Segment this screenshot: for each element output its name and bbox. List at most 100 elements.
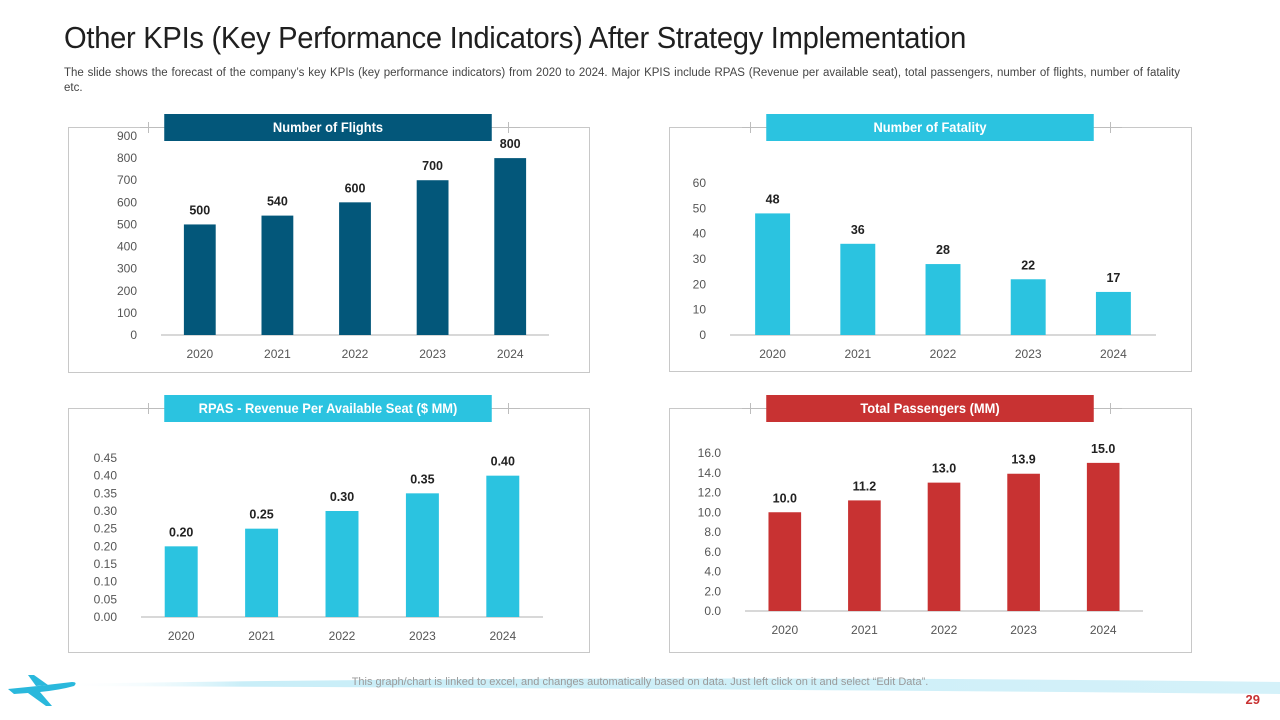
footer-swoosh xyxy=(8,675,1280,706)
rpas-chart-title: RPAS - Revenue Per Available Seat ($ MM) xyxy=(164,395,492,422)
bar-2021[interactable] xyxy=(245,528,279,617)
data-label: 0.35 xyxy=(410,472,434,486)
y-tick-label: 0.10 xyxy=(94,575,118,589)
bar-2024[interactable] xyxy=(494,158,527,335)
flights-title-ribbon: Number of Flights xyxy=(140,114,520,141)
x-tick-label: 2021 xyxy=(264,347,291,361)
x-tick-label: 2023 xyxy=(1015,347,1042,361)
x-tick-label: 2021 xyxy=(844,347,871,361)
data-label: 0.40 xyxy=(491,455,515,469)
y-tick-label: 14.0 xyxy=(698,466,722,480)
y-tick-label: 100 xyxy=(117,306,137,320)
y-tick-label: 700 xyxy=(117,173,137,187)
bar-2020[interactable] xyxy=(164,546,198,617)
bar-2024[interactable] xyxy=(1086,462,1120,611)
bar-2022[interactable] xyxy=(927,482,961,611)
data-label: 22 xyxy=(1021,258,1035,272)
y-tick-label: 0 xyxy=(130,328,137,342)
y-tick-label: 4.0 xyxy=(704,565,721,579)
y-tick-label: 0.05 xyxy=(94,592,118,606)
x-tick-label: 2024 xyxy=(497,347,524,361)
y-tick-label: 60 xyxy=(693,176,707,190)
y-tick-label: 0.0 xyxy=(704,604,721,618)
y-tick-label: 0.35 xyxy=(94,486,118,500)
bar-2023[interactable] xyxy=(1007,473,1040,611)
bar-2023[interactable] xyxy=(405,493,439,617)
bar-2023[interactable] xyxy=(1010,279,1046,335)
flights-chart-panel[interactable]: 0 100 200 300 400 500 600 700 800 900 500 2020 540 20… xyxy=(68,127,590,373)
fatality-chart: 0 10 20 30 40 50 60 48 2020 36 2021 28 2022 22 2023 17 2… xyxy=(693,176,1156,361)
x-tick-label: 2020 xyxy=(186,347,213,361)
fatality-chart-panel[interactable]: 0 10 20 30 40 50 60 48 2020 36 2021 28 2022 22 2023 17 2… xyxy=(669,127,1192,372)
rpas-title-ribbon: RPAS - Revenue Per Available Seat ($ MM) xyxy=(140,395,520,422)
y-tick-label: 0.40 xyxy=(94,469,118,483)
rpas-chart-panel[interactable]: 0.00 0.05 0.10 0.15 0.20 0.25 0.30 0.35 0.40 0.45… xyxy=(68,408,590,653)
y-tick-label: 2.0 xyxy=(704,584,721,598)
y-tick-label: 200 xyxy=(117,284,137,298)
passengers-chart-panel[interactable]: 0.0 2.0 4.0 6.0 8.0 10.0 12.0 14.0 16.0 10.0 2020 1… xyxy=(669,408,1192,653)
data-label: 600 xyxy=(345,181,366,195)
passengers-chart-title: Total Passengers (MM) xyxy=(766,395,1094,422)
fatality-title-ribbon: Number of Fatality xyxy=(742,114,1122,141)
page-number: 29 xyxy=(1245,692,1260,707)
x-tick-label: 2020 xyxy=(771,623,798,637)
fatality-chart-title: Number of Fatality xyxy=(766,114,1094,141)
y-tick-label: 0.20 xyxy=(94,539,118,553)
y-tick-label: 8.0 xyxy=(704,525,721,539)
y-tick-label: 6.0 xyxy=(704,545,721,559)
y-tick-label: 400 xyxy=(117,240,137,254)
flights-chart-title: Number of Flights xyxy=(164,114,492,141)
y-tick-label: 30 xyxy=(693,252,707,266)
y-tick-label: 800 xyxy=(117,151,137,165)
bar-2020[interactable] xyxy=(183,224,216,335)
y-tick-label: 0 xyxy=(699,328,706,342)
bar-2024[interactable] xyxy=(486,475,520,617)
y-tick-label: 900 xyxy=(117,129,137,143)
data-label: 0.20 xyxy=(169,525,193,539)
x-tick-label: 2023 xyxy=(1010,623,1037,637)
bar-2020[interactable] xyxy=(755,213,791,335)
data-label: 500 xyxy=(189,203,210,217)
x-tick-label: 2023 xyxy=(419,347,446,361)
data-label: 28 xyxy=(936,243,950,257)
data-label: 0.25 xyxy=(249,508,273,522)
passengers-chart: 0.0 2.0 4.0 6.0 8.0 10.0 12.0 14.0 16.0 10.0 2020 1… xyxy=(698,442,1143,637)
data-label: 13.0 xyxy=(932,462,956,476)
bar-2022[interactable] xyxy=(925,264,961,335)
bar-2021[interactable] xyxy=(261,215,294,335)
y-tick-label: 10 xyxy=(693,303,707,317)
data-label: 48 xyxy=(766,192,780,206)
y-tick-label: 0.30 xyxy=(94,504,118,518)
x-tick-label: 2020 xyxy=(168,629,195,643)
bar-2021[interactable] xyxy=(848,500,881,611)
y-tick-label: 50 xyxy=(693,201,707,215)
data-label: 0.30 xyxy=(330,490,354,504)
bar-2024[interactable] xyxy=(1095,291,1131,335)
flights-chart: 0 100 200 300 400 500 600 700 800 900 500 2020 540 20… xyxy=(117,129,549,361)
bar-2020[interactable] xyxy=(768,512,802,611)
y-tick-label: 300 xyxy=(117,262,137,276)
data-label: 540 xyxy=(267,195,288,209)
x-tick-label: 2020 xyxy=(759,347,786,361)
y-tick-label: 0.25 xyxy=(94,522,118,536)
y-tick-label: 20 xyxy=(693,277,707,291)
bar-2023[interactable] xyxy=(416,180,449,335)
bar-2022[interactable] xyxy=(339,202,371,335)
bar-2021[interactable] xyxy=(840,243,876,335)
page-title: Other KPIs (Key Performance Indicators) … xyxy=(64,20,967,55)
data-label: 700 xyxy=(422,159,443,173)
x-tick-label: 2021 xyxy=(248,629,275,643)
y-tick-label: 0.00 xyxy=(94,610,118,624)
airplane-icon xyxy=(8,675,76,706)
y-tick-label: 16.0 xyxy=(698,446,722,460)
data-label: 17 xyxy=(1106,271,1120,285)
y-tick-label: 0.15 xyxy=(94,557,118,571)
bar-2022[interactable] xyxy=(325,511,359,617)
x-tick-label: 2022 xyxy=(930,347,957,361)
y-tick-label: 12.0 xyxy=(698,486,722,500)
x-tick-label: 2024 xyxy=(1090,623,1117,637)
y-tick-label: 600 xyxy=(117,195,137,209)
x-tick-label: 2023 xyxy=(409,629,436,643)
data-label: 800 xyxy=(500,137,521,151)
x-tick-label: 2024 xyxy=(489,629,516,643)
